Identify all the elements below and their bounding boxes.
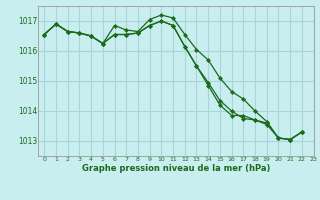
X-axis label: Graphe pression niveau de la mer (hPa): Graphe pression niveau de la mer (hPa) — [82, 164, 270, 173]
